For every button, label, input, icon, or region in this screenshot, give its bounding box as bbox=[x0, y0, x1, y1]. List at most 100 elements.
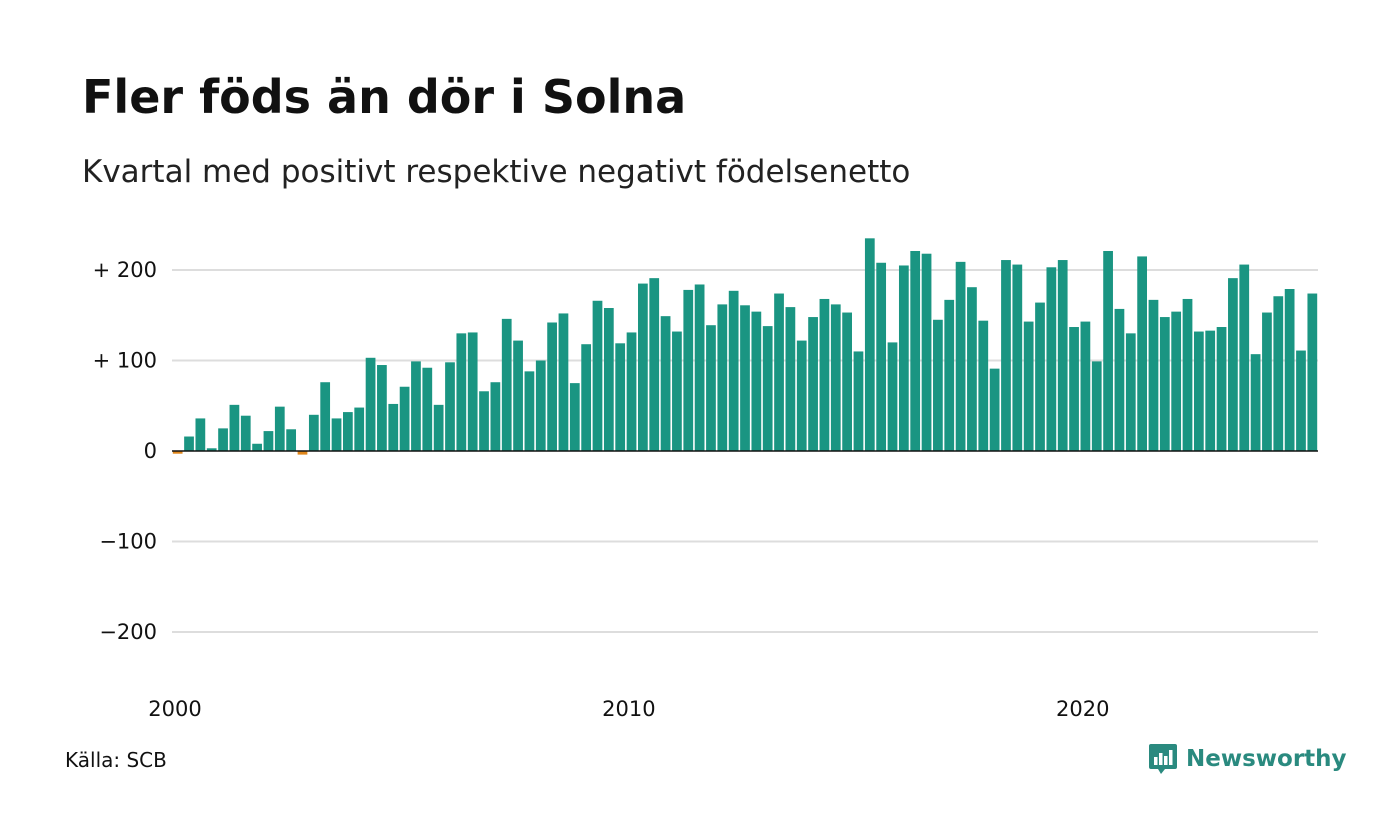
bar-23 bbox=[433, 404, 444, 451]
bar-74 bbox=[1012, 264, 1023, 451]
bar-47 bbox=[706, 325, 716, 451]
bar-92 bbox=[1216, 327, 1227, 451]
bar-45 bbox=[683, 289, 694, 451]
bar-61 bbox=[864, 238, 875, 451]
bar-64 bbox=[898, 265, 909, 451]
bar-97 bbox=[1273, 296, 1284, 451]
bar-54 bbox=[785, 307, 796, 451]
x-tick-label-0: 2000 bbox=[148, 697, 201, 721]
source-note: Källa: SCB bbox=[65, 748, 167, 772]
bar-20 bbox=[399, 386, 410, 451]
bar-14 bbox=[331, 418, 342, 451]
bar-94 bbox=[1239, 264, 1250, 451]
bar-100 bbox=[1307, 293, 1318, 451]
bar-4 bbox=[218, 428, 228, 451]
bar-40 bbox=[626, 332, 637, 451]
brand-name: Newsworthy bbox=[1186, 746, 1347, 772]
y-tick-label-2: 0 bbox=[144, 439, 157, 463]
y-tick-label-3: −100 bbox=[99, 530, 157, 554]
bar-63 bbox=[887, 342, 898, 451]
bar-85 bbox=[1137, 256, 1148, 451]
bar-15 bbox=[342, 412, 353, 451]
bar-86 bbox=[1148, 299, 1159, 451]
bar-31 bbox=[524, 371, 535, 451]
bar-68 bbox=[944, 299, 955, 451]
bar-60 bbox=[853, 351, 864, 451]
bar-44 bbox=[672, 331, 682, 451]
x-tick-label-2: 2020 bbox=[1056, 697, 1109, 721]
bar-0 bbox=[172, 451, 183, 454]
bar-7 bbox=[252, 443, 262, 451]
bar-83 bbox=[1114, 308, 1125, 451]
bar-77 bbox=[1046, 267, 1057, 451]
bar-3 bbox=[206, 448, 217, 451]
bar-42 bbox=[649, 278, 660, 451]
bar-12 bbox=[308, 414, 319, 451]
bar-93 bbox=[1228, 278, 1238, 451]
bar-88 bbox=[1171, 311, 1182, 451]
bar-78 bbox=[1057, 260, 1068, 451]
bar-53 bbox=[774, 293, 784, 451]
bar-59 bbox=[842, 312, 852, 451]
bar-37 bbox=[592, 300, 603, 451]
bar-1 bbox=[184, 436, 194, 451]
bar-21 bbox=[411, 361, 421, 451]
bar-67 bbox=[933, 319, 943, 451]
bar-58 bbox=[830, 304, 841, 451]
bar-16 bbox=[354, 407, 365, 451]
bar-43 bbox=[660, 316, 671, 451]
bar-96 bbox=[1262, 312, 1272, 451]
bar-95 bbox=[1250, 354, 1261, 451]
brand-logo: Newsworthy bbox=[1148, 742, 1347, 776]
bar-72 bbox=[989, 368, 1000, 451]
bar-13 bbox=[320, 382, 331, 451]
bar-34 bbox=[558, 313, 569, 451]
newsworthy-logo-icon bbox=[1149, 744, 1177, 774]
bar-32 bbox=[535, 360, 546, 451]
bar-25 bbox=[456, 333, 467, 451]
bar-90 bbox=[1193, 331, 1204, 451]
bar-89 bbox=[1182, 298, 1193, 451]
bar-11 bbox=[297, 451, 308, 455]
bar-35 bbox=[569, 383, 580, 451]
bar-76 bbox=[1035, 302, 1045, 451]
bar-19 bbox=[388, 403, 399, 451]
bar-57 bbox=[819, 298, 830, 451]
bar-51 bbox=[751, 311, 762, 451]
bar-36 bbox=[581, 344, 592, 451]
bar-82 bbox=[1103, 250, 1113, 451]
bar-66 bbox=[921, 253, 932, 451]
bar-38 bbox=[603, 308, 614, 451]
bar-65 bbox=[910, 250, 921, 451]
bar-22 bbox=[422, 367, 433, 451]
bar-50 bbox=[740, 305, 750, 451]
bar-91 bbox=[1205, 330, 1216, 451]
axes: + 200 + 100 0 −100 −200 2000 2010 2020 bbox=[93, 258, 1318, 721]
bar-99 bbox=[1296, 350, 1306, 451]
bar-8 bbox=[263, 431, 274, 451]
bar-10 bbox=[286, 429, 297, 451]
y-tick-label-1: + 100 bbox=[93, 349, 157, 373]
bar-87 bbox=[1159, 317, 1170, 451]
bar-70 bbox=[967, 287, 977, 451]
bar-98 bbox=[1284, 289, 1295, 451]
y-tick-label-0: + 200 bbox=[93, 258, 157, 282]
bar-33 bbox=[547, 322, 557, 451]
bar-29 bbox=[501, 318, 512, 451]
bars bbox=[172, 238, 1318, 455]
bar-chart: + 200 + 100 0 −100 −200 2000 2010 2020 bbox=[93, 238, 1318, 721]
bar-5 bbox=[229, 404, 240, 451]
bar-80 bbox=[1080, 321, 1091, 451]
bar-56 bbox=[808, 317, 818, 451]
y-tick-label-4: −200 bbox=[99, 620, 157, 644]
bar-71 bbox=[978, 320, 989, 451]
bar-24 bbox=[445, 362, 455, 451]
bar-46 bbox=[694, 284, 705, 451]
bar-75 bbox=[1023, 321, 1034, 451]
chart-subtitle: Kvartal med positivt respektive negativt… bbox=[82, 154, 911, 190]
bar-30 bbox=[513, 340, 523, 451]
bar-79 bbox=[1069, 327, 1079, 451]
bar-81 bbox=[1091, 361, 1102, 451]
bar-48 bbox=[717, 304, 728, 451]
bar-73 bbox=[1001, 260, 1011, 451]
